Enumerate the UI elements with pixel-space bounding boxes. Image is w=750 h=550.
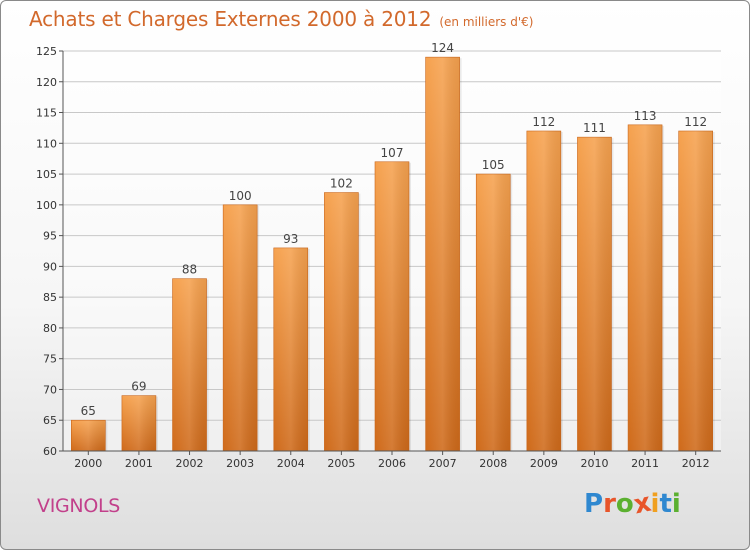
data-label: 107 xyxy=(381,146,404,160)
x-tick-label: 2004 xyxy=(277,457,305,470)
bar-highlight xyxy=(476,174,511,452)
data-label: 88 xyxy=(182,263,197,277)
bar-highlight xyxy=(678,131,713,451)
bar-highlight xyxy=(324,192,359,452)
bar-highlight xyxy=(628,124,663,451)
logo-letter: P xyxy=(584,489,604,519)
y-tick-label: 105 xyxy=(36,168,57,181)
data-label: 105 xyxy=(482,158,505,172)
axis-layer xyxy=(59,50,721,455)
x-tick-label: 2002 xyxy=(176,457,204,470)
proxiti-logo: Proxiti xyxy=(584,488,681,521)
bar-highlight xyxy=(526,131,561,451)
y-tick-label: 60 xyxy=(43,445,57,458)
data-label: 100 xyxy=(229,189,252,203)
commune-name: VIGNOLS xyxy=(37,495,121,517)
bar-highlight xyxy=(172,278,207,451)
x-tick-label: 2005 xyxy=(327,457,355,470)
data-label: 112 xyxy=(532,115,555,129)
bar-highlight xyxy=(71,420,106,451)
y-tick-label: 100 xyxy=(36,199,57,212)
x-tick-label: 2007 xyxy=(429,457,457,470)
data-label: 65 xyxy=(81,404,96,418)
chart-subtitle: (en milliers d'€) xyxy=(439,15,534,29)
logo-letter: i xyxy=(671,489,681,519)
data-label: 93 xyxy=(283,232,298,246)
data-label: 124 xyxy=(431,41,454,55)
chart-title: Achats et Charges Externes 2000 à 2012 xyxy=(29,7,432,31)
y-tick-label: 95 xyxy=(43,230,57,243)
logo-letter: i xyxy=(650,489,660,519)
bar-highlight xyxy=(425,57,460,452)
x-tick-label: 2008 xyxy=(479,457,507,470)
y-tick-label: 70 xyxy=(43,383,57,396)
y-tick-label: 120 xyxy=(36,76,57,89)
data-label: 111 xyxy=(583,121,606,135)
bar-highlight xyxy=(577,137,612,451)
data-label: 112 xyxy=(684,115,707,129)
chart-title-block: Achats et Charges Externes 2000 à 2012 (e… xyxy=(29,7,533,31)
data-label: 102 xyxy=(330,177,353,191)
label-layer: 60 65 70 75 80 85 90 95 100 105 110 115 120 125 2000 65… xyxy=(36,41,710,470)
logo-letter: t xyxy=(659,489,672,519)
y-tick-label: 80 xyxy=(43,322,57,335)
y-tick-label: 110 xyxy=(36,137,57,150)
bar-highlight xyxy=(121,395,156,451)
x-tick-label: 2009 xyxy=(530,457,558,470)
y-tick-label: 75 xyxy=(43,353,57,366)
bar-layer xyxy=(71,56,715,452)
bar-highlight xyxy=(375,161,409,451)
x-tick-label: 2012 xyxy=(682,457,710,470)
y-tick-label: 65 xyxy=(43,414,57,427)
logo-letter: r xyxy=(603,489,616,519)
logo-letter: o xyxy=(615,489,634,519)
x-tick-label: 2011 xyxy=(631,457,659,470)
x-tick-label: 2006 xyxy=(378,457,406,470)
x-tick-label: 2001 xyxy=(125,457,153,470)
data-label: 113 xyxy=(634,109,657,123)
bar-highlight xyxy=(273,247,308,451)
x-tick-label: 2003 xyxy=(226,457,254,470)
data-label: 69 xyxy=(131,380,146,394)
bar-highlight xyxy=(223,204,258,451)
y-tick-label: 85 xyxy=(43,291,57,304)
y-tick-label: 115 xyxy=(36,107,57,120)
x-tick-label: 2010 xyxy=(580,457,608,470)
y-tick-label: 90 xyxy=(43,260,57,273)
y-tick-label: 125 xyxy=(36,45,57,58)
x-tick-label: 2000 xyxy=(74,457,102,470)
